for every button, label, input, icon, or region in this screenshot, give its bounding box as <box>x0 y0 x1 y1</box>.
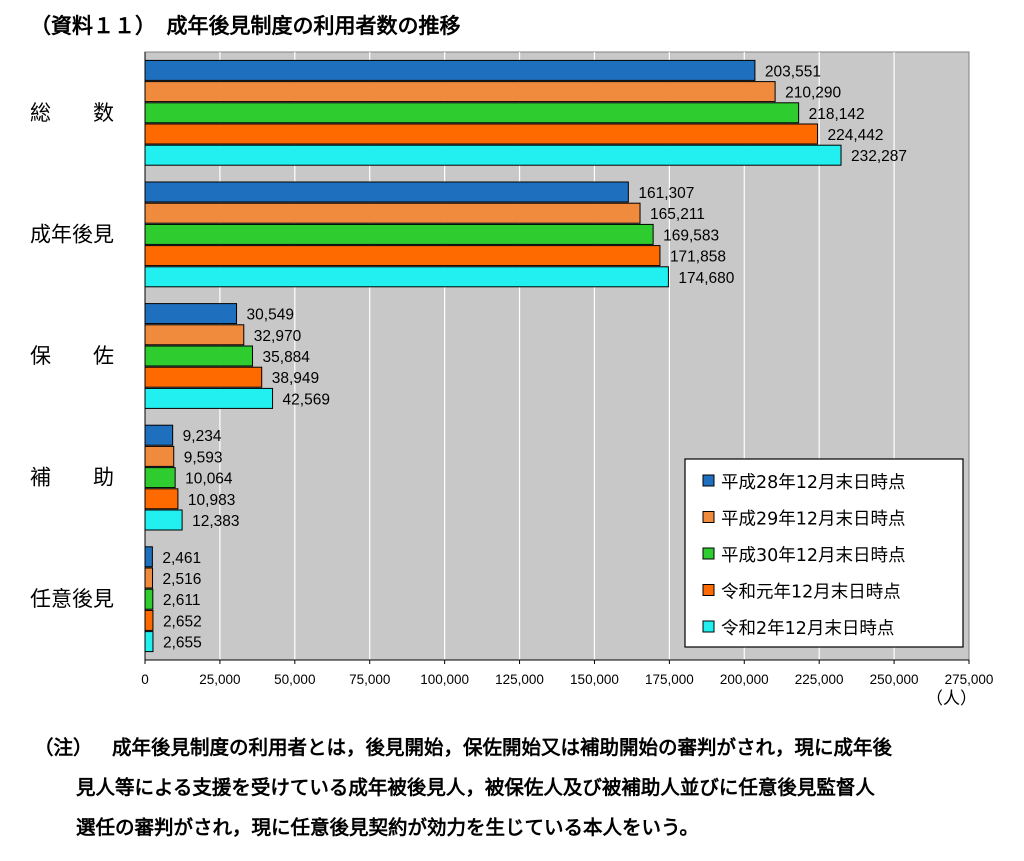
bar <box>144 509 183 531</box>
bar <box>144 345 254 367</box>
x-tick-label: 150,000 <box>570 672 619 687</box>
legend-box <box>684 458 964 648</box>
data-label: 30,549 <box>247 307 294 324</box>
category-label: 総 数 <box>30 101 114 125</box>
bar <box>144 567 154 589</box>
data-label: 2,652 <box>163 613 202 630</box>
bar <box>144 588 154 610</box>
data-label: 38,949 <box>272 370 319 387</box>
bar <box>144 324 245 346</box>
x-tick-label: 0 <box>141 672 149 687</box>
legend-swatch <box>702 620 715 633</box>
data-label: 32,970 <box>254 328 302 345</box>
legend-swatch <box>702 474 715 487</box>
data-label: 161,307 <box>638 185 694 202</box>
legend-label: 平成28年12月末日時点 <box>721 473 906 493</box>
bar <box>144 223 654 245</box>
chart-title: （資料１１） 成年後見制度の利用者数の推移 <box>30 14 461 38</box>
bar <box>144 546 153 568</box>
data-label: 210,290 <box>785 85 841 102</box>
data-label: 2,611 <box>163 592 201 609</box>
data-label: 9,593 <box>184 449 223 466</box>
footnote-line-3: 選任の審判がされ，現に任意後見契約が効力を生じている本人をいう。 <box>76 816 699 839</box>
bar <box>144 245 661 267</box>
legend-swatch <box>702 547 715 560</box>
bar <box>144 59 756 81</box>
bar <box>144 488 179 510</box>
data-label: 10,064 <box>185 471 233 488</box>
data-label: 171,858 <box>670 249 726 266</box>
category-label: 成年後見 <box>30 222 114 246</box>
bar <box>144 467 176 489</box>
footnote-line-1: 成年後見制度の利用者とは，後見開始，保佐開始又は補助開始の審判がされ，現に成年後 <box>112 736 893 759</box>
bar <box>144 102 800 124</box>
data-label: 42,569 <box>283 391 330 408</box>
legend-label: 令和2年12月末日時点 <box>721 619 894 639</box>
x-tick-label: 25,000 <box>199 672 240 687</box>
legend-label: 平成30年12月末日時点 <box>721 546 906 566</box>
data-label: 2,655 <box>163 635 202 652</box>
x-tick-label: 125,000 <box>495 672 544 687</box>
bar <box>144 81 776 103</box>
data-label: 35,884 <box>263 349 311 366</box>
x-tick-label: 75,000 <box>349 672 390 687</box>
data-label: 203,551 <box>765 63 821 80</box>
data-label: 232,287 <box>851 148 907 165</box>
category-label: 補 助 <box>30 466 114 490</box>
category-label: 保 佐 <box>30 344 114 368</box>
bar <box>144 387 274 409</box>
legend-swatch <box>702 511 715 523</box>
bar <box>144 123 819 145</box>
bar-chart: 0 25,000 50,000 75,000 100,000 125,000 150,000… <box>30 51 994 709</box>
footnote-head: （注） <box>34 736 93 759</box>
bar <box>144 202 641 224</box>
legend-label: 平成29年12月末日時点 <box>721 510 906 530</box>
bar <box>144 631 154 653</box>
bar <box>144 181 629 203</box>
bar <box>144 366 263 388</box>
x-tick-label: 100,000 <box>420 672 469 687</box>
legend-label: 令和元年12月末日時点 <box>721 583 901 603</box>
bar <box>144 303 238 325</box>
bar <box>144 144 842 166</box>
bar <box>144 424 174 446</box>
legend-swatch <box>702 584 715 596</box>
x-tick-label: 250,000 <box>870 672 919 687</box>
data-label: 2,516 <box>163 571 202 588</box>
bar <box>144 445 175 467</box>
data-label: 165,211 <box>650 206 705 223</box>
x-unit-label: （人） <box>926 689 977 709</box>
data-label: 9,234 <box>183 428 222 445</box>
x-tick-label: 275,000 <box>945 672 994 687</box>
data-label: 174,680 <box>678 270 734 287</box>
x-tick-label: 200,000 <box>720 672 769 687</box>
data-label: 12,383 <box>192 513 239 530</box>
x-tick-label: 225,000 <box>795 672 844 687</box>
data-label: 169,583 <box>663 227 719 244</box>
data-label: 218,142 <box>809 106 865 123</box>
category-label: 任意後見 <box>30 587 114 611</box>
data-label: 10,983 <box>188 492 235 509</box>
footnote-line-2: 見人等による支援を受けている成年被後見人，被保佐人及び被補助人並びに任意後見監督… <box>76 776 875 799</box>
bar <box>144 266 669 288</box>
data-label: 224,442 <box>828 127 884 144</box>
bar <box>144 609 154 631</box>
x-tick-label: 50,000 <box>274 672 315 687</box>
data-label: 2,461 <box>162 550 201 567</box>
x-tick-label: 175,000 <box>645 672 694 687</box>
